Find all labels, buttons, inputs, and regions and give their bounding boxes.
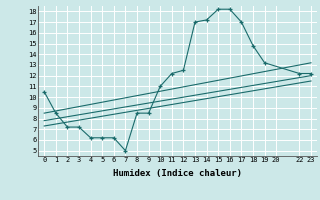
X-axis label: Humidex (Indice chaleur): Humidex (Indice chaleur) (113, 169, 242, 178)
